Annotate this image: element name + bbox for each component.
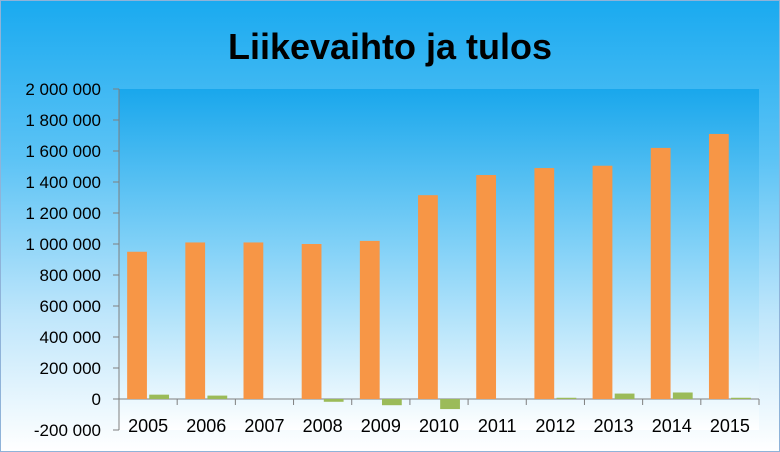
x-tick-label: 2006 (186, 416, 226, 436)
bar-series-1 (359, 240, 380, 399)
y-tick-label: 600 000 (40, 297, 101, 316)
x-tick-label: 2008 (303, 416, 343, 436)
y-tick-label: 200 000 (40, 359, 101, 378)
bar-series-1 (650, 147, 671, 399)
chart-title: Liikevaihto ja tulos (228, 26, 552, 67)
x-tick-label: 2014 (652, 416, 692, 436)
y-tick-label: 1 600 000 (25, 142, 101, 161)
y-axis: -200 000 0 200 000 400 000 600 000 800 000 1 0… (25, 80, 120, 440)
bar-series-1 (592, 165, 613, 399)
bar-series-1 (243, 242, 264, 399)
bar-series-1 (418, 195, 438, 399)
y-tick-label: 0 (92, 390, 101, 409)
y-tick-label: 2 000 000 (25, 80, 101, 99)
bar-series-2 (381, 399, 402, 406)
y-tick-label: 1 400 000 (25, 173, 101, 192)
bar-series-1 (185, 242, 206, 399)
x-tick-label: 2010 (419, 416, 459, 436)
x-axis: 2005 2006 2007 2008 2009 2010 2011 2012 2013 2014… (118, 398, 760, 436)
y-tick-label: -200 000 (34, 421, 101, 440)
bar-series-2 (614, 393, 635, 399)
bar-series-1 (708, 133, 729, 399)
bar-series-1 (301, 244, 322, 399)
bar-series-2 (323, 399, 344, 402)
bar-series-2 (556, 397, 577, 399)
x-tick-label: 2015 (710, 416, 750, 436)
bars (127, 133, 751, 410)
bar-series-1 (476, 175, 497, 399)
x-tick-label: 2013 (594, 416, 634, 436)
y-tick-label: 800 000 (40, 266, 101, 285)
y-tick-label: 400 000 (40, 328, 101, 347)
bar-series-2 (672, 392, 693, 399)
x-tick-label: 2007 (244, 416, 284, 436)
x-tick-label: 2005 (128, 416, 168, 436)
x-tick-label: 2009 (361, 416, 401, 436)
bar-series-2 (440, 399, 460, 410)
x-tick-label: 2011 (478, 416, 517, 436)
bar-series-2 (149, 394, 170, 399)
y-tick-label: 1 000 000 (25, 235, 101, 254)
y-tick-label: 1 800 000 (25, 111, 101, 130)
bar-series-1 (127, 251, 147, 399)
bar-series-1 (534, 168, 555, 399)
bar-series-2 (731, 397, 751, 399)
x-tick-label: 2012 (535, 416, 575, 436)
y-tick-label: 1 200 000 (25, 204, 101, 223)
bar-series-2 (207, 395, 228, 399)
